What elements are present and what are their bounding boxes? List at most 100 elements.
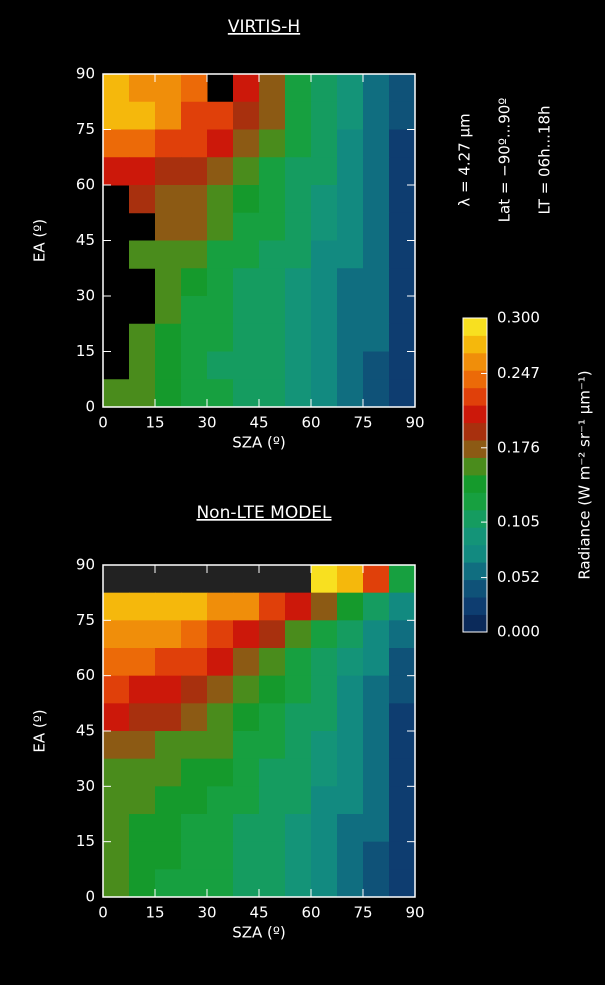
heatmap-cell — [363, 786, 390, 815]
heatmap-cell — [207, 675, 234, 704]
x-tick-label: 75 — [353, 414, 372, 432]
heatmap-cell — [181, 731, 208, 760]
heatmap-cell — [363, 323, 390, 352]
heatmap-cell — [363, 675, 390, 704]
heatmap-cell — [103, 841, 130, 870]
heatmap-cell — [181, 648, 208, 677]
heatmap-cell — [311, 620, 338, 649]
heatmap-cell — [285, 592, 312, 621]
heatmap-cell — [181, 703, 208, 732]
colorbar-swatch — [463, 370, 487, 389]
heatmap-cell — [285, 351, 312, 380]
heatmap-cell — [155, 101, 182, 130]
heatmap-cell — [103, 648, 130, 677]
heatmap-cell — [363, 379, 390, 408]
heatmap-cell — [311, 129, 338, 158]
heatmap-cell — [129, 185, 156, 214]
heatmap-cell — [389, 620, 416, 649]
heatmap-cell — [363, 157, 390, 186]
heatmap-cell — [389, 268, 416, 297]
heatmap-cell — [103, 157, 130, 186]
heatmap-cell — [181, 592, 208, 621]
heatmap-cell — [129, 675, 156, 704]
heatmap-cell — [389, 212, 416, 241]
heatmap-cell — [233, 620, 260, 649]
heatmap-cell — [233, 129, 260, 158]
heatmap-cell — [363, 758, 390, 787]
heatmap-cell — [181, 101, 208, 130]
heatmap-cell — [207, 620, 234, 649]
heatmap-cell — [181, 620, 208, 649]
heatmap-cell — [207, 296, 234, 325]
heatmap-cell — [337, 841, 364, 870]
heatmap-cell — [103, 675, 130, 704]
heatmap-cell — [363, 620, 390, 649]
heatmap-cell — [389, 323, 416, 352]
heatmap-cell — [103, 592, 130, 621]
heatmap-cell — [389, 703, 416, 732]
x-tick-label: 0 — [98, 904, 108, 922]
heatmap-cell — [181, 814, 208, 843]
y-tick-label: 45 — [76, 722, 95, 740]
colorbar-swatch — [463, 422, 487, 441]
heatmap-cell — [389, 731, 416, 760]
heatmap-cell — [285, 869, 312, 898]
heatmap-cell — [311, 731, 338, 760]
heatmap-cell — [155, 212, 182, 241]
heatmap-cell — [155, 379, 182, 408]
heatmap-cell — [337, 703, 364, 732]
heatmap-cell — [103, 758, 130, 787]
heatmap-cell — [259, 869, 286, 898]
x-tick-label: 15 — [145, 904, 164, 922]
heatmap-cell — [285, 648, 312, 677]
heatmap-cell — [363, 74, 390, 103]
x-tick-label: 75 — [353, 904, 372, 922]
heatmap-cell — [181, 74, 208, 103]
heatmap-cell — [389, 185, 416, 214]
heatmap-cell — [285, 620, 312, 649]
heatmap-cell — [337, 379, 364, 408]
heatmap-cell — [259, 675, 286, 704]
colorbar-tick-label: 0.176 — [497, 438, 540, 456]
heatmap-cell — [207, 841, 234, 870]
heatmap-cell — [233, 592, 260, 621]
heatmap-cell — [181, 157, 208, 186]
heatmap-cell — [285, 323, 312, 352]
y-tick-label: 90 — [76, 556, 95, 574]
heatmap-cell — [207, 268, 234, 297]
heatmap-cell — [363, 240, 390, 269]
heatmap-cell — [311, 185, 338, 214]
heatmap-cell — [207, 129, 234, 158]
x-tick-label: 30 — [197, 414, 216, 432]
heatmap-cell — [103, 379, 130, 408]
heatmap-cell — [285, 240, 312, 269]
heatmap-cell — [259, 786, 286, 815]
heatmap-cell — [103, 703, 130, 732]
heatmap-cell — [207, 185, 234, 214]
heatmap-cell — [363, 648, 390, 677]
heatmap-cell — [233, 268, 260, 297]
heatmap-cell — [363, 351, 390, 380]
heatmap-cell — [389, 379, 416, 408]
heatmap-cell — [259, 268, 286, 297]
heatmap-cell — [233, 758, 260, 787]
heatmap-cell — [337, 758, 364, 787]
heatmap-cell — [337, 296, 364, 325]
heatmap-cell — [155, 648, 182, 677]
heatmap-cell — [155, 703, 182, 732]
heatmap-cell — [311, 240, 338, 269]
annotation: LT = 06h...18h — [536, 105, 554, 214]
heatmap-cell — [259, 379, 286, 408]
heatmap-cell — [337, 786, 364, 815]
heatmap-cell — [233, 351, 260, 380]
heatmap-cell — [207, 157, 234, 186]
heatmap-cell — [285, 814, 312, 843]
colorbar-swatch — [463, 614, 487, 633]
heatmap-cell — [337, 869, 364, 898]
colorbar-swatch — [463, 492, 487, 511]
heatmap-cell — [337, 323, 364, 352]
heatmap-cell — [363, 703, 390, 732]
heatmap-cell — [233, 323, 260, 352]
panel-title: Non-LTE MODEL — [196, 503, 332, 523]
heatmap-cell — [311, 296, 338, 325]
